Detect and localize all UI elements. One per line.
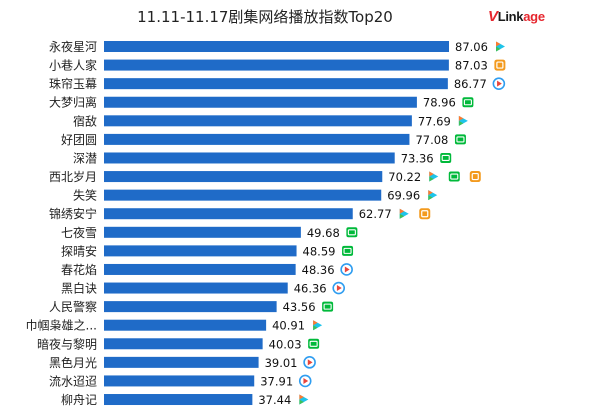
mango-icon bbox=[494, 59, 506, 71]
iqiyi-icon bbox=[342, 245, 354, 256]
category-label: 大梦归离 bbox=[49, 95, 97, 110]
category-label: 珠帘玉幕 bbox=[49, 76, 97, 91]
category-label: 深潜 bbox=[73, 151, 97, 165]
category-label: 七夜雪 bbox=[61, 225, 97, 240]
tencent-icon bbox=[340, 263, 353, 276]
value-label: 73.36 bbox=[401, 151, 434, 165]
category-label: 宿敌 bbox=[73, 113, 97, 128]
iqiyi-icon bbox=[308, 338, 320, 349]
category-label: 小巷人家 bbox=[49, 58, 97, 73]
bar bbox=[104, 133, 410, 145]
bar bbox=[104, 59, 449, 71]
bar bbox=[104, 375, 255, 387]
bar bbox=[104, 152, 395, 164]
category-label: 人民警察 bbox=[49, 299, 97, 314]
youku-icon bbox=[496, 41, 505, 52]
value-label: 86.77 bbox=[454, 77, 487, 91]
bar bbox=[104, 171, 383, 183]
iqiyi-icon bbox=[454, 134, 466, 145]
category-label: 柳舟记 bbox=[61, 393, 97, 407]
category-label: 黑白诀 bbox=[61, 281, 97, 296]
value-label: 39.01 bbox=[265, 356, 298, 370]
iqiyi-icon bbox=[322, 301, 334, 312]
youku-icon bbox=[299, 394, 309, 405]
value-label: 70.22 bbox=[388, 170, 421, 184]
value-label: 87.06 bbox=[455, 40, 488, 54]
value-label: 37.44 bbox=[258, 393, 291, 407]
bar bbox=[104, 245, 297, 257]
youku-icon bbox=[428, 190, 438, 201]
bar bbox=[104, 78, 448, 90]
category-label: 春花焰 bbox=[61, 262, 97, 277]
iqiyi-icon bbox=[448, 171, 460, 182]
bar bbox=[104, 226, 301, 238]
value-label: 43.56 bbox=[283, 300, 316, 314]
youku-icon bbox=[399, 208, 409, 219]
value-label: 77.08 bbox=[415, 133, 448, 147]
value-label: 37.91 bbox=[260, 374, 293, 388]
tencent-icon bbox=[492, 77, 506, 90]
bar bbox=[104, 96, 417, 108]
bar bbox=[104, 282, 288, 294]
mango-icon bbox=[419, 208, 431, 220]
category-label: 锦绣安宁 bbox=[49, 206, 97, 221]
bar bbox=[104, 356, 259, 368]
tencent-icon bbox=[303, 356, 316, 369]
bar bbox=[104, 263, 296, 275]
value-label: 48.59 bbox=[303, 244, 336, 258]
iqiyi-icon bbox=[440, 152, 452, 163]
bar bbox=[104, 189, 382, 201]
bar bbox=[104, 208, 353, 220]
category-label: 暗夜与黎明 bbox=[37, 336, 97, 351]
tencent-icon bbox=[332, 281, 346, 295]
category-label: 好团圆 bbox=[61, 133, 97, 147]
category-label: 失笑 bbox=[73, 188, 97, 203]
value-label: 46.36 bbox=[294, 282, 327, 296]
bar bbox=[104, 394, 253, 406]
youku-icon bbox=[429, 171, 439, 182]
bar bbox=[104, 338, 263, 350]
value-label: 49.68 bbox=[307, 226, 340, 240]
category-label: 巾帼枭雄之... bbox=[26, 318, 97, 333]
bar bbox=[104, 115, 412, 127]
vlinkage-logo: VLinkage bbox=[488, 8, 545, 25]
iqiyi-icon bbox=[462, 97, 474, 108]
category-label: 黑色月光 bbox=[49, 356, 97, 370]
youku-icon bbox=[313, 320, 323, 331]
value-label: 78.96 bbox=[423, 96, 456, 110]
category-label: 西北岁月 bbox=[49, 169, 97, 184]
category-label: 永夜星河 bbox=[49, 39, 97, 54]
chart-title: 11.11-11.17剧集网络播放指数Top20 bbox=[137, 8, 393, 26]
youku-icon bbox=[458, 115, 468, 126]
bar bbox=[104, 301, 277, 313]
category-label: 探晴安 bbox=[61, 243, 97, 258]
bar bbox=[104, 319, 267, 331]
bar bbox=[104, 41, 449, 52]
category-label: 流水迢迢 bbox=[49, 374, 97, 388]
value-label: 40.03 bbox=[269, 337, 302, 351]
iqiyi-icon bbox=[346, 227, 358, 238]
value-label: 62.77 bbox=[359, 207, 392, 221]
value-label: 48.36 bbox=[302, 263, 335, 277]
mango-icon bbox=[469, 171, 481, 183]
value-label: 40.91 bbox=[272, 319, 305, 333]
value-label: 87.03 bbox=[455, 59, 488, 73]
value-label: 77.69 bbox=[418, 114, 451, 128]
tencent-icon bbox=[298, 374, 312, 388]
value-label: 69.96 bbox=[387, 189, 420, 203]
